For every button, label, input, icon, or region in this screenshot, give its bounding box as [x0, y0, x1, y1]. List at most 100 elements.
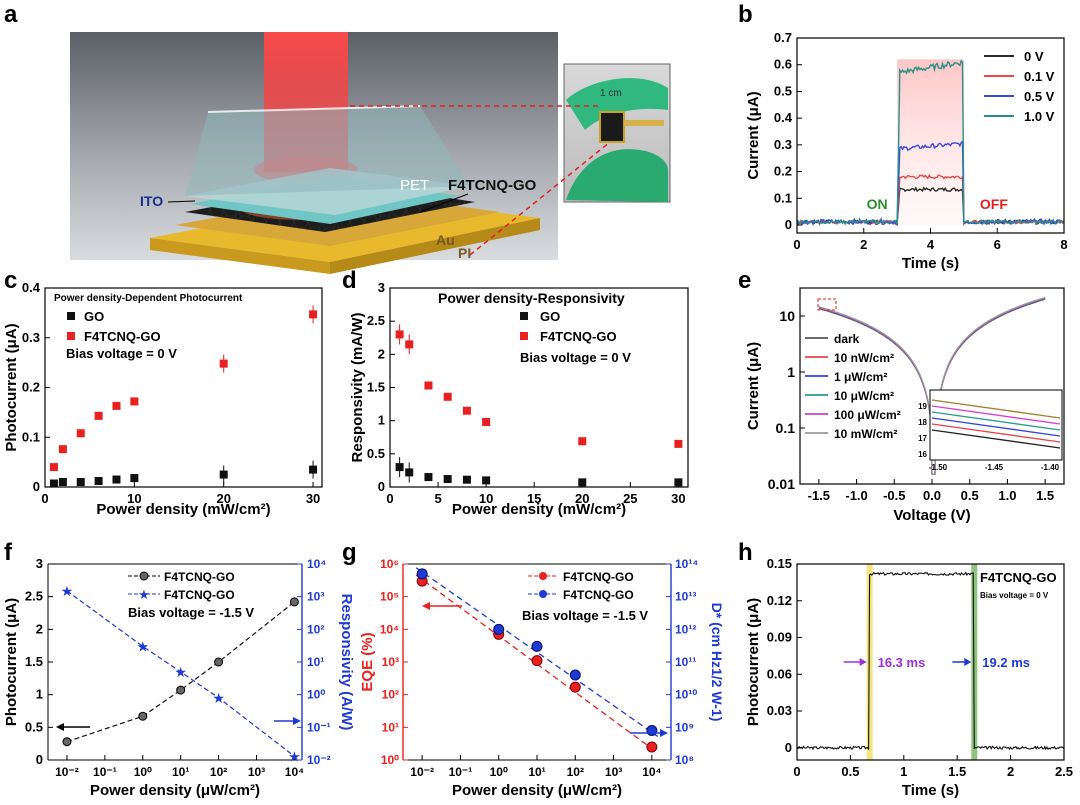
y-tick-label: 10⁰ — [381, 753, 399, 767]
y-tick-label: 10¹ — [382, 720, 399, 734]
x-tick-label: -0.5 — [883, 488, 905, 503]
chart-c: 0 10 20 30 0 0.1 0.2 0.3 0.4 Power density (mW/cm… — [3, 280, 323, 518]
y-axis-label: Photocurrent (μA) — [3, 323, 20, 451]
fit-line-detectivity — [415, 567, 659, 738]
rise-arrow — [859, 658, 867, 666]
x-tick-label: 10⁻¹ — [449, 765, 473, 779]
data-point — [395, 463, 404, 472]
x-tick-label: 10² — [210, 765, 227, 779]
data-point — [94, 411, 103, 420]
data-point — [58, 445, 67, 454]
x-tick-label: 1 — [900, 764, 907, 779]
data-point — [443, 392, 452, 401]
legend-label: 0.1 V — [1024, 69, 1055, 84]
fall-arrow — [964, 658, 972, 666]
legend-label: F4TCNQ-GO — [563, 588, 634, 602]
data-point — [130, 397, 139, 406]
legend-label: 0 V — [1024, 49, 1044, 64]
x-tick-label: 0 — [386, 491, 393, 506]
y-tick-label: 0.15 — [767, 556, 792, 571]
data-point — [130, 474, 139, 483]
y-tick-label: 0.2 — [774, 164, 792, 179]
y-tick-label: 0 — [785, 217, 792, 232]
y-tick-label: 2.5 — [25, 589, 43, 604]
data-point — [462, 475, 471, 484]
plot-frame — [389, 287, 689, 488]
legend-label: 0.5 V — [1024, 89, 1055, 104]
x-tick-label: 0 — [793, 237, 800, 252]
legend-swatch — [539, 590, 547, 598]
x-tick-label: 10³ — [605, 765, 622, 779]
y2-tick-label: 10¹ — [307, 655, 324, 669]
bias-note: Bias voltage = -1.5 V — [522, 608, 648, 623]
y-tick-label: 0.7 — [774, 30, 792, 45]
data-point — [569, 669, 581, 681]
y-tick-label: 0.1 — [22, 429, 40, 444]
chart-title: F4TCNQ-GO — [980, 570, 1057, 585]
x-tick-label: 2 — [860, 237, 867, 252]
bias-note: Bias voltage = 0 V — [980, 591, 1049, 600]
y-tick-label: 0.1 — [776, 420, 796, 436]
legend-label: F4TCNQ-GO — [164, 588, 235, 602]
data-point — [424, 381, 433, 390]
y2-tick-label: 10⁹ — [675, 720, 694, 734]
inset-y-tick: 19 — [918, 402, 927, 411]
y-tick-label: 3 — [378, 280, 385, 295]
x-tick-label: 10⁴ — [642, 765, 661, 779]
legend-label: F4TCNQ-GO — [540, 329, 617, 344]
data-point: ★ — [212, 690, 225, 706]
data-point — [578, 478, 587, 487]
data-point — [493, 623, 505, 635]
inset-frame — [929, 389, 1063, 461]
chart-title: Power density-Dependent Photocurrent — [54, 293, 243, 304]
legend-label: F4TCNQ-GO — [563, 570, 634, 584]
x-tick-label: 10⁴ — [285, 765, 304, 779]
y-tick-label: 10⁵ — [380, 590, 399, 604]
inset-x-tick: -1.40 — [1041, 463, 1060, 472]
y-tick-label: 0.3 — [774, 137, 792, 152]
x-tick-label: 10¹ — [172, 765, 189, 779]
data-point — [76, 478, 85, 487]
data-point — [219, 470, 228, 479]
y-tick-label: 0.5 — [367, 446, 385, 461]
x-axis-label: Power density (mW/cm²) — [452, 501, 626, 518]
y-tick-label: 0.01 — [768, 476, 795, 492]
data-point — [309, 465, 318, 474]
x-tick-label: -1.0 — [845, 488, 867, 503]
y-tick-label: 10⁶ — [380, 557, 399, 571]
x-axis-label: Power density (μW/cm²) — [90, 782, 260, 799]
y2-tick-label: 10⁰ — [307, 688, 325, 702]
y-tick-label: 10³ — [382, 655, 399, 669]
legend-label: 1.0 V — [1024, 109, 1055, 124]
x-tick-label: -1.5 — [808, 488, 830, 503]
legend-label: F4TCNQ-GO — [164, 570, 235, 584]
data-point — [219, 359, 228, 368]
data-point — [443, 475, 452, 484]
y-tick-label: 0.1 — [774, 190, 792, 205]
y-tick-label: 10 — [779, 308, 795, 324]
y2-tick-label: 10⁸ — [675, 753, 694, 767]
x-tick-label: 0 — [793, 764, 800, 779]
panel-letter-e: e — [738, 267, 751, 294]
y-tick-label: 0.5 — [25, 719, 43, 734]
x-tick-label: 10 — [127, 491, 141, 506]
y-tick-label: 0.03 — [767, 703, 792, 718]
chart-d: 0 5 10 15 20 25 30 0 0.5 1 1.5 2 2.5 3 Power density (… — [349, 280, 689, 518]
y-tick-label: 1.5 — [25, 654, 43, 669]
bias-note: Bias voltage = -1.5 V — [128, 605, 254, 620]
annotation-on: ON — [867, 196, 888, 212]
data-point: ★ — [136, 638, 149, 654]
x-tick-label: 20 — [216, 491, 230, 506]
y-tick-label: 2.5 — [367, 313, 385, 328]
y-axis-label: Photocurrent (μA) — [745, 598, 762, 726]
legend-swatch — [139, 571, 149, 581]
data-point — [176, 685, 186, 695]
arrow-right — [660, 729, 668, 737]
y2-tick-label: 10⁴ — [307, 557, 326, 571]
data-point — [49, 463, 58, 472]
data-point — [112, 401, 121, 410]
x-tick-label: 0.5 — [961, 488, 979, 503]
y2-tick-label: 10² — [307, 622, 324, 636]
data-point — [214, 657, 224, 667]
